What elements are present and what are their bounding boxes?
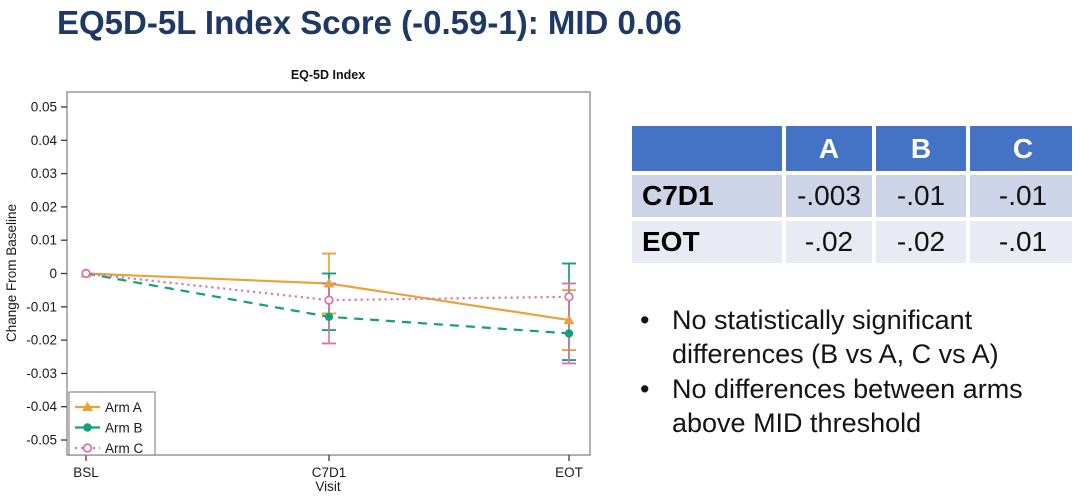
y-tick-label: 0 (49, 266, 57, 281)
y-tick-label: 0.01 (31, 233, 57, 248)
plot-dynamic-layer: 0.05 0.04 0.03 0.02 0.01 0 -0.01 -0.02 -0.03 -0.0… (26, 99, 583, 480)
eq5d-chart-svg: EQ-5D Index Change From Baseline Visit 0… (4, 68, 591, 494)
y-tick-label: -0.05 (26, 433, 57, 448)
table-cell: -.003 (786, 175, 872, 217)
marker-arm-c (324, 295, 334, 305)
y-tick-label: 0.02 (31, 199, 57, 214)
legend-label: Arm B (105, 421, 143, 436)
table-cell: -.01 (970, 175, 1072, 217)
legend-box (68, 391, 156, 456)
marker-arm-b (564, 329, 574, 338)
results-table-body: C7D1 -.003 -.01 -.01 EOT -.02 -.02 -.01 (632, 175, 1072, 263)
y-tick-label: -0.02 (26, 333, 57, 348)
marker-arm-b (324, 312, 334, 321)
y-tick-label: 0.04 (31, 133, 58, 148)
table-row: C7D1 -.003 -.01 -.01 (632, 175, 1072, 217)
x-tick-label: BSL (73, 465, 99, 480)
bullet-item: No statistically significant differences… (634, 303, 1070, 371)
table-cell: -.01 (876, 175, 966, 217)
legend-marker (82, 401, 93, 411)
page-title: EQ5D-5L Index Score (-0.59-1): MID 0.06 (57, 4, 682, 41)
marker-arm-a (323, 277, 335, 288)
y-axis-label: Change From Baseline (4, 204, 19, 342)
table-header-cell: A (786, 126, 872, 171)
table-header-cell: B (876, 126, 966, 171)
x-tick-label: EOT (555, 465, 583, 480)
y-tick-label: -0.01 (26, 299, 57, 314)
legend-label: Arm A (105, 400, 142, 415)
y-tick-label: -0.03 (26, 366, 57, 381)
table-row-label: EOT (632, 221, 782, 263)
table-row: EOT -.02 -.02 -.01 (632, 221, 1072, 263)
legend-marker (83, 423, 92, 432)
chart-title: EQ-5D Index (291, 68, 365, 82)
key-points-list: No statistically significant differences… (634, 303, 1070, 441)
table-cell: -.02 (786, 221, 872, 263)
marker-arm-c (564, 292, 574, 302)
eq5d-line-chart: EQ-5D Index Change From Baseline Visit 0… (0, 60, 620, 494)
legend-label: Arm C (105, 441, 143, 456)
x-axis-label: Visit (315, 479, 341, 492)
marker-arm-a (563, 314, 575, 325)
y-tick-label: 0.05 (31, 99, 57, 114)
table-header-cell (632, 126, 782, 171)
bullet-item: No differences between arms above MID th… (634, 372, 1070, 440)
table-cell: -.01 (970, 221, 1072, 263)
legend-marker (82, 443, 93, 453)
table-header-cell: C (970, 126, 1072, 171)
table-cell: -.02 (876, 221, 966, 263)
x-tick-label: C7D1 (312, 465, 347, 480)
table-row-label: C7D1 (632, 175, 782, 217)
y-tick-label: -0.04 (26, 399, 57, 414)
marker-arm-c (81, 268, 91, 279)
y-tick-label: 0.03 (31, 166, 57, 181)
